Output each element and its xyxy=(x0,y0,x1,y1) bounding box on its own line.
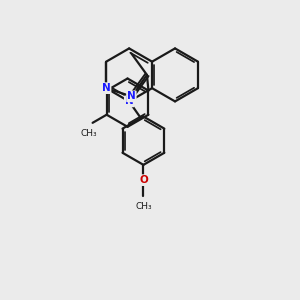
Text: N: N xyxy=(125,96,134,106)
Text: CH₃: CH₃ xyxy=(135,202,152,211)
Text: N: N xyxy=(102,83,111,93)
Text: O: O xyxy=(139,175,148,185)
Text: CH₃: CH₃ xyxy=(81,129,98,138)
Text: N: N xyxy=(127,92,136,101)
